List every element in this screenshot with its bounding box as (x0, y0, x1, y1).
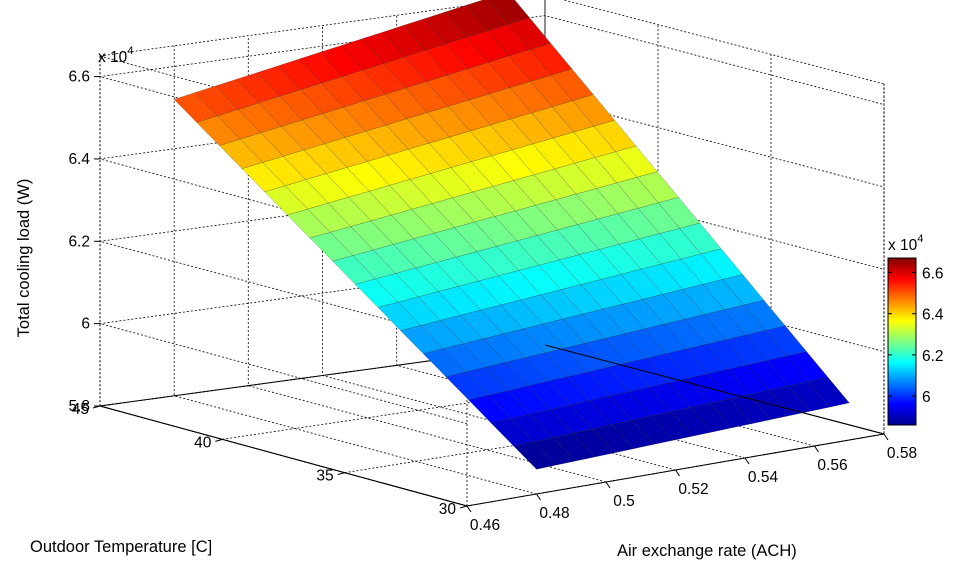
y-axis-label: Outdoor Temperature [C] (30, 538, 212, 556)
colorbar-tick-label: 6.2 (922, 348, 944, 365)
z-tick-label: 6.2 (68, 233, 90, 250)
colorbar-tick-label: 6.6 (922, 265, 944, 282)
colorbar-multiplier-exponent: 4 (917, 233, 923, 245)
x-tick-label: 0.56 (817, 457, 847, 474)
z-axis-label: Total cooling load (W) (15, 179, 33, 338)
y-tick-mark (337, 472, 345, 476)
y-tick-mark (459, 505, 468, 509)
x-tick-label: 0.46 (470, 517, 500, 534)
gridline-z (99, 15, 885, 177)
surface-cell (807, 376, 850, 408)
colorbar-ticks: 6 6.2 6.4 6.6 (888, 265, 944, 406)
x-tick-mark (744, 457, 750, 465)
axes-edge (562, 0, 885, 85)
y-tick-label: 40 (194, 434, 212, 451)
z-multiplier-exponent: 4 (127, 45, 133, 57)
axes-front-edge (544, 344, 885, 435)
x-tick-label: 0.48 (539, 505, 569, 522)
colorbar-multiplier: x 104 (888, 233, 923, 254)
z-tick-label: 6.6 (68, 69, 90, 86)
z-tick-label: 6 (81, 316, 90, 333)
y-tick-label: 45 (72, 401, 89, 418)
x-tick-mark (814, 445, 819, 453)
gridline-y (344, 54, 772, 474)
gridline-x (173, 45, 537, 495)
x-tick-mark (675, 469, 680, 477)
x-tick-mark (466, 505, 472, 513)
colorbar-tick-label: 6.4 (922, 307, 944, 324)
x-tick-label: 0.52 (678, 481, 708, 498)
y-tick-mark (215, 438, 223, 442)
colorbar-tick-label: 6 (922, 389, 931, 406)
x-tick-mark (536, 493, 541, 501)
y-tick-label: 30 (439, 501, 457, 518)
x-tick-mark (883, 433, 889, 441)
tick-marks: 0.46 0.48 0.5 0.52 0.54 0.56 0.58 30 35 40 455.8 6 6… (68, 69, 917, 534)
x-tick-label: 0.5 (613, 493, 635, 510)
z-tick-label: 5.8 (68, 398, 90, 415)
colorbar (887, 257, 917, 426)
x-tick-label: 0.58 (887, 445, 917, 462)
x-tick-label: 0.54 (748, 469, 779, 486)
x-tick-mark (605, 481, 611, 489)
surface-mesh (173, 0, 850, 470)
axes-front-edge (99, 405, 468, 507)
z-tick-label: 6.4 (68, 151, 90, 168)
x-axis-label: Air exchange rate (ACH) (617, 542, 797, 560)
axes-edge (99, 0, 512, 57)
y-tick-label: 35 (316, 468, 333, 485)
z-multiplier: x 104 (98, 45, 133, 66)
